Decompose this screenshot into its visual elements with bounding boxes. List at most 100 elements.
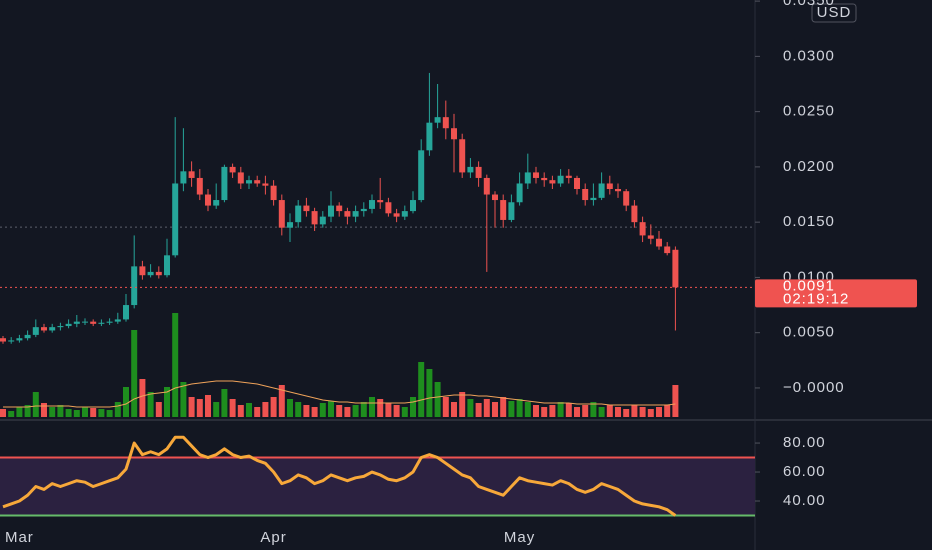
volume-bar: [557, 402, 564, 417]
candle-body: [319, 216, 326, 225]
volume-bar: [533, 405, 539, 417]
candle-body: [582, 189, 589, 201]
volume-bar: [434, 382, 441, 417]
volume-bar: [377, 399, 384, 417]
volume-bar: [623, 409, 630, 417]
candle-body: [0, 338, 6, 342]
volume-bar: [574, 407, 580, 417]
volume-bar: [41, 403, 47, 417]
volume-ma: [3, 380, 676, 408]
volume-bar: [188, 397, 195, 417]
volume-bar: [516, 399, 523, 417]
x-tick-label: Apr: [260, 529, 286, 546]
x-tick-label: May: [504, 529, 535, 546]
candle-body: [369, 200, 375, 209]
volume-bar: [656, 407, 662, 417]
volume-bar: [590, 402, 597, 417]
candle-body: [254, 180, 261, 184]
volume-bar: [123, 387, 129, 417]
volume-bar: [278, 385, 285, 417]
candle-body: [574, 177, 580, 189]
volume-bar: [196, 399, 203, 417]
candle-body: [24, 334, 31, 339]
volume-bar: [24, 405, 31, 417]
candle-body: [492, 194, 498, 201]
candle-body: [631, 205, 638, 223]
candle-body: [623, 191, 630, 206]
volume-bar: [549, 405, 556, 417]
volume-bar: [49, 407, 56, 417]
candle-body: [459, 139, 466, 173]
candle-body: [606, 183, 613, 189]
volume-bar: [672, 385, 679, 417]
volume-bar: [254, 407, 261, 417]
volume-bar: [8, 411, 15, 417]
candle-body: [360, 208, 367, 212]
candle-body: [426, 122, 433, 151]
y-tick-label: 60.00: [783, 463, 826, 480]
volume-bar: [303, 405, 310, 417]
volume-bar: [336, 405, 343, 417]
candle-body: [303, 205, 310, 212]
candle-body: [664, 246, 671, 254]
volume-bar: [32, 392, 39, 417]
candle-body: [344, 211, 351, 217]
volume-bar: [426, 369, 433, 417]
volume-bar: [16, 407, 23, 417]
volume-bar: [393, 405, 400, 417]
volume-bar: [565, 403, 572, 417]
candle-body: [16, 338, 23, 341]
candle-body: [598, 183, 605, 198]
volume-bar: [106, 410, 113, 417]
volume-bar: [90, 408, 97, 417]
candle-body: [328, 205, 334, 217]
candle-body: [549, 180, 556, 184]
band-fill: [0, 457, 755, 516]
candle-body: [262, 183, 269, 186]
candle-body: [639, 222, 646, 236]
candle-body: [483, 177, 490, 195]
candle-body: [410, 200, 416, 212]
candle-body: [221, 166, 228, 201]
volume-bar: [475, 403, 482, 417]
candle-body: [8, 340, 15, 342]
volume-bar: [295, 402, 302, 417]
candle-body: [90, 321, 97, 324]
volume-bar: [369, 397, 375, 417]
volume-bar: [57, 405, 64, 417]
volume-bar: [541, 407, 548, 417]
candle-body: [442, 117, 449, 129]
y-tick-label: −0.0000: [783, 379, 845, 396]
volume-bar: [205, 395, 211, 417]
candle-body: [205, 194, 211, 206]
volume-bar: [262, 402, 269, 417]
candle-body: [672, 249, 679, 288]
volume-bar: [172, 313, 179, 417]
y-tick-label: 0.0300: [783, 47, 835, 64]
candle-body: [590, 197, 597, 201]
volume-bar: [647, 409, 654, 417]
volume-bar: [598, 407, 605, 417]
candle-body: [385, 202, 392, 214]
volume-bar: [328, 401, 334, 417]
candle-body: [114, 319, 121, 322]
candle-body: [516, 183, 523, 203]
candle-body: [106, 321, 113, 323]
candle-body: [656, 238, 662, 247]
candle-body: [393, 213, 400, 217]
candle-body: [434, 117, 441, 123]
volume-bar: [401, 407, 408, 417]
volume-bar: [164, 387, 170, 417]
candle-body: [139, 266, 146, 276]
candle-body: [352, 211, 359, 217]
volume-bar: [155, 402, 162, 417]
y-tick-label: 80.00: [783, 434, 826, 451]
candle-body: [164, 255, 170, 276]
volume-bar: [582, 405, 589, 417]
candle-body: [229, 166, 236, 173]
currency: USD: [817, 4, 852, 21]
volume-bar: [180, 382, 187, 417]
candle-body: [82, 321, 88, 323]
last-price-box: [755, 279, 917, 308]
candle-body: [295, 205, 302, 223]
